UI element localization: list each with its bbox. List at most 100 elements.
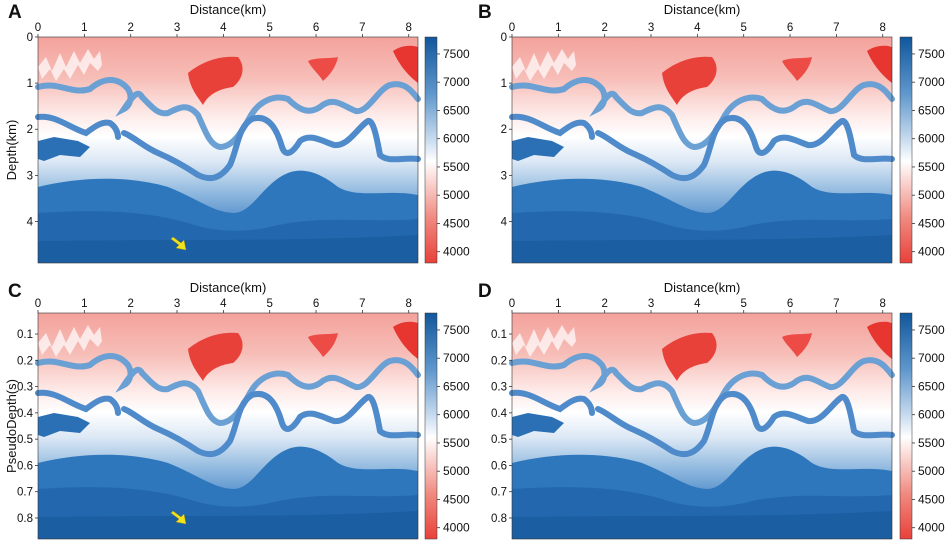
plot-frame xyxy=(511,36,893,264)
y-tick-label: 0.3 xyxy=(491,382,507,394)
velocity-model-image xyxy=(512,313,892,539)
colorbar xyxy=(424,312,438,540)
y-tick-label: 0.6 xyxy=(491,460,507,472)
x-tick-label: 7 xyxy=(359,298,365,310)
colorbar-tick-label: 4000 xyxy=(443,245,470,259)
x-tick-label: 5 xyxy=(267,22,273,34)
y-tick-label: 3 xyxy=(501,170,507,182)
x-tick-label: 3 xyxy=(174,22,180,34)
colorbar-tick-label: 4000 xyxy=(918,521,945,535)
panel-d: Distance(km) xyxy=(512,280,913,540)
panel-letter-d: D xyxy=(478,281,492,302)
x-tick-label: 2 xyxy=(601,22,607,34)
y-tick-label: 0.2 xyxy=(17,355,33,367)
y-tick-label: 1 xyxy=(501,78,507,90)
y-tick-label: 0 xyxy=(27,32,33,44)
colorbar-tick-label: 7500 xyxy=(443,47,470,61)
x-tick-label: 0 xyxy=(509,298,515,310)
y-tick-label: 0.1 xyxy=(491,329,507,341)
panel-letter-a: A xyxy=(8,2,22,23)
x-tick-label: 8 xyxy=(406,298,412,310)
x-tick-label: 5 xyxy=(267,298,273,310)
colorbar-tick-label: 5000 xyxy=(918,188,945,202)
y-tick-label: 0.1 xyxy=(17,329,33,341)
x-tick-label: 4 xyxy=(694,298,701,310)
x-tick-label: 6 xyxy=(313,22,319,34)
panel-c: Distance(km) PseudoDepth(s) xyxy=(4,280,438,540)
colorbar-tick-label: 4500 xyxy=(918,492,945,506)
colorbar-tick-label: 5500 xyxy=(918,160,945,174)
y-tick-label: 0.2 xyxy=(491,355,507,367)
colorbar-tick-label: 6000 xyxy=(918,132,945,146)
colorbar-tick-label: 4500 xyxy=(443,216,470,230)
colorbar-tick-label: 7000 xyxy=(443,75,470,89)
colorbar-tick-label: 5000 xyxy=(918,464,945,478)
x-tick-label: 8 xyxy=(406,22,412,34)
y-tick-label: 3 xyxy=(27,170,33,182)
panel-a: Distance(km) Depth(km) xyxy=(4,2,438,263)
y-tick-label: 4 xyxy=(501,216,508,228)
panel-letter-b: B xyxy=(478,2,492,23)
x-tick-label: 2 xyxy=(127,22,133,34)
x-tick-label: 7 xyxy=(833,298,839,310)
y-axis-title: PseudoDepth(s) xyxy=(4,379,19,473)
x-tick-label: 3 xyxy=(174,298,180,310)
x-tick-label: 0 xyxy=(509,22,515,34)
x-tick-label: 6 xyxy=(313,298,319,310)
colorbar xyxy=(899,312,913,540)
plot-frame xyxy=(511,312,893,540)
y-tick-label: 0.7 xyxy=(17,487,33,499)
x-axis-title: Distance(km) xyxy=(190,280,267,295)
plot-frame xyxy=(37,36,419,264)
x-tick-label: 1 xyxy=(555,298,561,310)
y-tick-label: 0 xyxy=(501,32,507,44)
colorbar-tick-label: 7000 xyxy=(918,75,945,89)
colorbar-tick-label: 7000 xyxy=(443,351,470,365)
panel-letter-c: C xyxy=(8,281,22,302)
y-tick-label: 0.8 xyxy=(17,513,33,525)
y-tick-label: 2 xyxy=(27,124,33,136)
x-tick-label: 4 xyxy=(220,298,227,310)
x-tick-label: 1 xyxy=(81,298,87,310)
y-tick-label: 1 xyxy=(27,78,33,90)
panel-b: Distance(km) xyxy=(512,2,913,263)
velocity-model-image xyxy=(38,37,418,263)
x-tick-label: 3 xyxy=(648,22,654,34)
colorbar-tick-label: 4000 xyxy=(918,245,945,259)
colorbar-tick-label: 7000 xyxy=(918,351,945,365)
y-tick-label: 0.7 xyxy=(491,487,507,499)
x-tick-label: 0 xyxy=(35,298,41,310)
y-tick-label: 0.6 xyxy=(17,460,33,472)
colorbar-tick-label: 7500 xyxy=(918,47,945,61)
x-tick-label: 5 xyxy=(741,298,747,310)
velocity-model-image xyxy=(38,313,418,539)
y-tick-label: 0.3 xyxy=(17,382,33,394)
x-tick-label: 4 xyxy=(694,22,701,34)
colorbar-tick-label: 5000 xyxy=(443,464,470,478)
x-tick-label: 0 xyxy=(35,22,41,34)
tick-layer: 0 1 2 3 4 5 6 7 80123440004500500055006000650070… xyxy=(17,22,945,540)
y-tick-label: 2 xyxy=(501,124,507,136)
velocity-model-image xyxy=(512,37,892,263)
colorbar-tick-label: 5500 xyxy=(918,436,945,450)
x-tick-label: 6 xyxy=(787,298,793,310)
colorbar-tick-label: 6000 xyxy=(918,408,945,422)
colorbar-tick-label: 5500 xyxy=(443,160,470,174)
colorbar-tick-label: 6000 xyxy=(443,408,470,422)
colorbar-tick-label: 6500 xyxy=(443,379,470,393)
colorbar-tick-label: 4500 xyxy=(443,492,470,506)
colorbar-tick-label: 4000 xyxy=(443,521,470,535)
y-tick-label: 0.5 xyxy=(17,434,33,446)
y-tick-label: 0.5 xyxy=(491,434,507,446)
x-tick-label: 3 xyxy=(648,298,654,310)
x-tick-label: 1 xyxy=(81,22,87,34)
colorbar-tick-label: 7500 xyxy=(443,323,470,337)
y-tick-label: 0.8 xyxy=(491,513,507,525)
x-tick-label: 6 xyxy=(787,22,793,34)
x-tick-label: 2 xyxy=(601,298,607,310)
x-tick-label: 2 xyxy=(127,298,133,310)
x-tick-label: 7 xyxy=(359,22,365,34)
colorbar-tick-label: 6500 xyxy=(443,103,470,117)
plot-frame xyxy=(37,312,419,540)
y-tick-label: 4 xyxy=(27,216,34,228)
